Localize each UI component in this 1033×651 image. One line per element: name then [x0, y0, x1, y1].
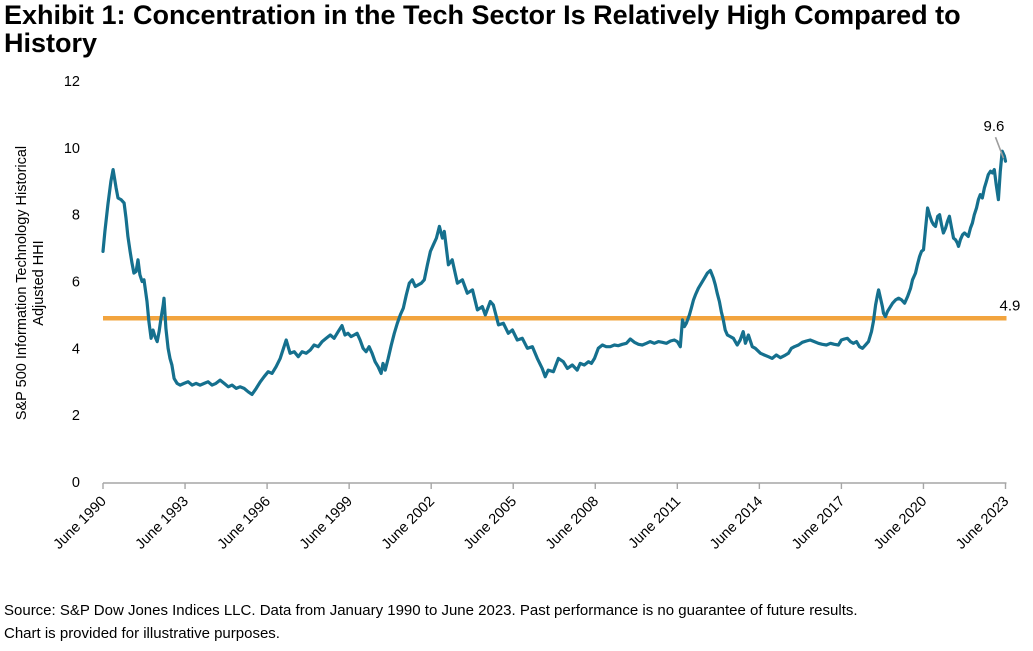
x-tick-label: June 1996 [215, 494, 274, 553]
source-note: Source: S&P Dow Jones Indices LLC. Data … [4, 599, 858, 645]
y-tick-label: 0 [72, 475, 80, 491]
x-tick-label: June 2023 [953, 494, 1012, 553]
x-tick-label: June 1993 [133, 494, 192, 553]
x-tick-label: June 2014 [707, 494, 766, 553]
source-note-line-2: Chart is provided for illustrative purpo… [4, 625, 280, 642]
x-tick-label: June 1999 [297, 494, 356, 553]
chart-title-line-1: Exhibit 1: Concentration in the Tech Sec… [4, 0, 961, 30]
y-tick-label: 2 [72, 408, 80, 424]
y-tick-label: 4 [72, 341, 80, 357]
hhi-line-series [101, 149, 1008, 396]
x-tick-label: June 1990 [51, 494, 110, 553]
x-tick-label: June 2020 [871, 494, 930, 553]
x-tick-label: June 2002 [379, 494, 438, 553]
chart-title-line-2: History [4, 28, 98, 58]
x-tick-label: June 2005 [461, 494, 520, 553]
y-tick-label: 6 [72, 275, 80, 291]
reference-line-label: 4.9 [1000, 297, 1021, 314]
end-value-leader-line [994, 136, 1005, 159]
end-value-label: 9.6 [984, 118, 1005, 135]
y-tick-label: 10 [64, 141, 80, 157]
chart-title: Exhibit 1: Concentration in the Tech Sec… [4, 1, 961, 57]
x-tick-label: June 2011 [626, 494, 684, 552]
x-tick-label: June 2008 [543, 494, 602, 553]
y-tick-label: 12 [64, 74, 80, 90]
source-note-line-1: Source: S&P Dow Jones Indices LLC. Data … [4, 602, 858, 619]
x-tick-label: June 2017 [789, 494, 848, 553]
y-tick-label: 8 [72, 208, 80, 224]
